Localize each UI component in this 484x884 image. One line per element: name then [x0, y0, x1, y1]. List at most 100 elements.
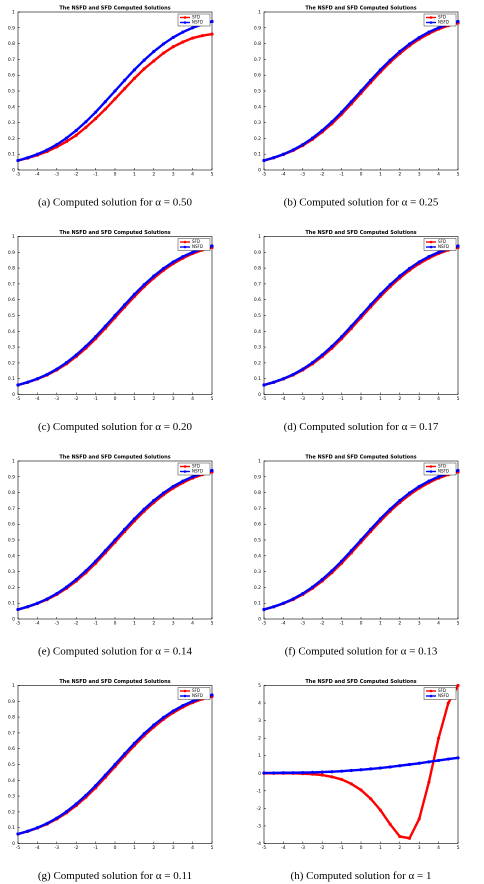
data-point [398, 834, 402, 839]
data-point [398, 498, 402, 503]
y-tick-label: 3 [258, 718, 261, 724]
y-tick-label: 0.3 [8, 569, 15, 575]
legend-marker [429, 16, 433, 19]
x-tick-label: 4 [437, 845, 440, 851]
legend-marker [183, 465, 187, 468]
data-point [281, 377, 285, 381]
data-point [142, 283, 146, 287]
data-point [417, 260, 421, 264]
data-point [181, 40, 185, 44]
data-point [407, 491, 412, 495]
data-point [272, 380, 276, 384]
data-point [26, 380, 30, 384]
data-point [301, 367, 305, 371]
x-tick-label: 5 [211, 845, 214, 851]
x-tick-label: -1 [93, 845, 98, 851]
y-tick-label: 0.4 [8, 104, 15, 110]
data-point [55, 816, 59, 820]
data-point [181, 30, 185, 34]
data-point [94, 559, 98, 563]
data-point [301, 591, 305, 596]
data-point [94, 784, 98, 788]
chart-title: The NSFD and SFD Computed Solutions [59, 230, 170, 236]
data-point [171, 260, 175, 264]
subplot: The NSFD and SFD Computed Solutions -5 -4 -… [254, 230, 460, 433]
y-tick-label: 1 [12, 234, 15, 240]
data-point [26, 156, 30, 160]
x-tick-label: 2 [398, 396, 401, 402]
plot-frame [263, 685, 459, 844]
x-tick-label: 4 [437, 396, 440, 402]
data-point [84, 793, 88, 797]
y-tick-label: 0.8 [254, 266, 261, 272]
data-point [359, 89, 363, 93]
data-point [320, 770, 324, 774]
data-point [427, 479, 431, 483]
x-tick-label: 1 [379, 172, 382, 178]
x-tick-label: -3 [301, 172, 306, 178]
y-tick-label: 0.9 [254, 25, 261, 31]
chart-title: The NSFD and SFD Computed Solutions [305, 6, 416, 12]
x-tick-label: -4 [281, 845, 286, 851]
data-point [84, 125, 88, 129]
data-point [45, 148, 49, 152]
legend-label: SFD [438, 688, 446, 693]
data-point [181, 703, 185, 708]
data-point [456, 468, 460, 473]
data-point [45, 821, 49, 826]
legend-marker [183, 21, 187, 24]
data-point [35, 601, 40, 605]
data-point [191, 250, 195, 254]
y-tick-label: 0.1 [8, 152, 15, 158]
data-point [191, 26, 195, 30]
x-tick-label: -1 [93, 172, 98, 178]
data-point [320, 577, 324, 582]
data-point [123, 303, 127, 307]
x-tick-label: -3 [301, 845, 306, 851]
data-point [330, 775, 334, 779]
legend-label: NSFD [192, 20, 203, 25]
data-point [152, 49, 156, 54]
data-point [301, 770, 305, 775]
subplot: The NSFD and SFD Computed Solutions -5 -4 -… [254, 455, 460, 658]
data-point [84, 120, 88, 124]
data-point [417, 35, 421, 40]
legend-label: SFD [192, 688, 200, 693]
legend-marker [429, 689, 433, 693]
x-tick-label: 3 [418, 621, 421, 627]
x-tick-label: 3 [418, 172, 421, 178]
x-tick-label: -4 [281, 621, 286, 627]
data-point [378, 766, 382, 770]
data-point [74, 577, 78, 582]
data-point [349, 782, 353, 786]
data-point [103, 107, 107, 111]
y-tick-label: 0.2 [8, 136, 15, 142]
data-point [74, 802, 78, 806]
data-point [417, 761, 421, 765]
x-tick-label: 4 [437, 621, 440, 627]
legend-marker [183, 470, 187, 473]
x-tick-label: 0 [360, 621, 363, 627]
data-point [310, 360, 315, 365]
x-tick-label: -5 [16, 621, 21, 627]
data-point [272, 771, 276, 775]
caption: (e) Computed solution for α = 0.14 [38, 646, 193, 658]
x-tick-label: 4 [191, 845, 194, 851]
data-point [113, 313, 117, 318]
data-point [103, 773, 107, 777]
x-tick-label: 5 [211, 396, 214, 402]
y-tick-label: 0.3 [254, 569, 261, 575]
data-point [210, 19, 214, 24]
y-tick-label: 0.2 [8, 809, 15, 815]
data-point [359, 768, 363, 772]
data-point [330, 120, 334, 124]
x-tick-label: 2 [152, 172, 155, 178]
x-tick-label: 1 [379, 396, 382, 402]
subplot: The NSFD and SFD Computed Solutions -5 -4 -… [254, 6, 460, 209]
x-tick-label: -2 [320, 845, 325, 851]
y-tick-label: 0 [258, 168, 261, 174]
x-tick-label: 1 [133, 396, 136, 402]
data-point [191, 475, 195, 479]
y-tick-label: 0.1 [8, 825, 15, 831]
x-tick-label: -4 [35, 172, 40, 178]
